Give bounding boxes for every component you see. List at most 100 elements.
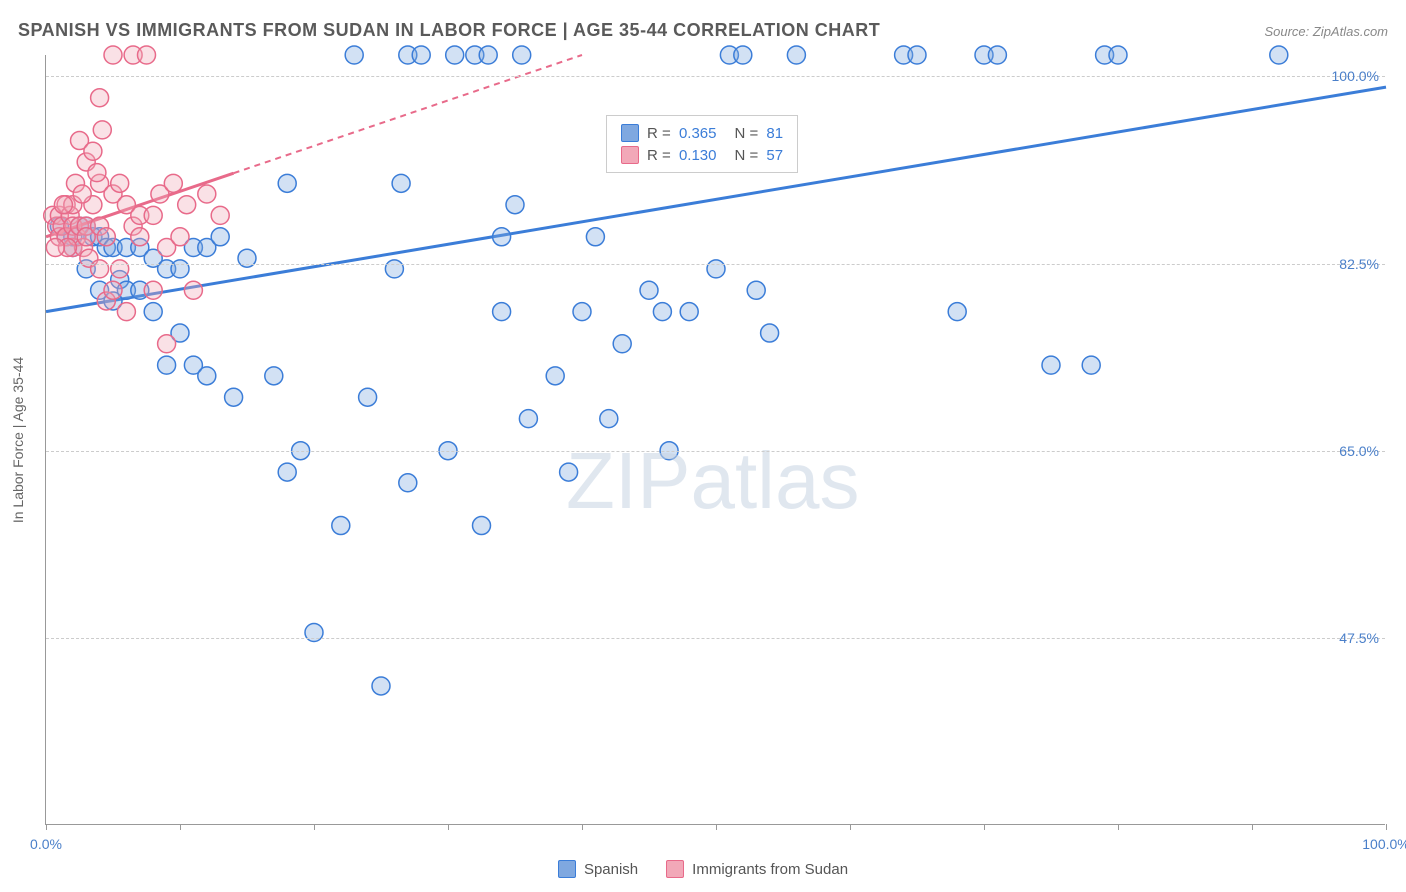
- data-point: [104, 46, 122, 64]
- data-point: [747, 281, 765, 299]
- data-point: [412, 46, 430, 64]
- legend-swatch: [621, 124, 639, 142]
- data-point: [178, 196, 196, 214]
- data-point: [345, 46, 363, 64]
- data-point: [586, 228, 604, 246]
- data-point: [265, 367, 283, 385]
- data-point: [54, 196, 72, 214]
- legend-correlation-row: R = 0.365 N = 81: [621, 122, 783, 144]
- legend-series-label: Spanish: [584, 861, 638, 878]
- data-point: [359, 388, 377, 406]
- source-attribution: Source: ZipAtlas.com: [1264, 24, 1388, 39]
- x-tick: [984, 824, 985, 830]
- data-point: [546, 367, 564, 385]
- x-tick: [180, 824, 181, 830]
- legend-r-label: R = 0.365: [647, 125, 716, 142]
- x-tick: [850, 824, 851, 830]
- data-point: [111, 174, 129, 192]
- data-point: [372, 677, 390, 695]
- data-point: [144, 303, 162, 321]
- gridline-horizontal: [46, 451, 1385, 452]
- gridline-horizontal: [46, 264, 1385, 265]
- data-point: [1082, 356, 1100, 374]
- data-point: [131, 228, 149, 246]
- x-tick: [1118, 824, 1119, 830]
- data-point: [988, 46, 1006, 64]
- data-point: [560, 463, 578, 481]
- x-tick: [1252, 824, 1253, 830]
- legend-n-label: N = 57: [734, 147, 783, 164]
- y-tick-label: 82.5%: [1339, 256, 1379, 272]
- legend-swatch: [621, 146, 639, 164]
- x-tick: [314, 824, 315, 830]
- chart-plot-area: R = 0.365N = 81R = 0.130N = 57 ZIPatlas …: [45, 55, 1385, 825]
- y-axis-label: In Labor Force | Age 35-44: [10, 357, 26, 523]
- data-point: [211, 228, 229, 246]
- gridline-horizontal: [46, 638, 1385, 639]
- data-point: [493, 228, 511, 246]
- data-point: [278, 174, 296, 192]
- data-point: [104, 281, 122, 299]
- data-point: [640, 281, 658, 299]
- gridline-horizontal: [46, 76, 1385, 77]
- data-point: [278, 463, 296, 481]
- data-point: [399, 474, 417, 492]
- data-point: [513, 46, 531, 64]
- legend-series-item: Immigrants from Sudan: [666, 860, 848, 878]
- legend-correlation-row: R = 0.130 N = 57: [621, 144, 783, 166]
- x-tick: [46, 824, 47, 830]
- data-point: [446, 46, 464, 64]
- x-tick: [716, 824, 717, 830]
- data-point: [97, 228, 115, 246]
- data-point: [73, 185, 91, 203]
- x-tick: [448, 824, 449, 830]
- data-point: [144, 206, 162, 224]
- data-point: [1270, 46, 1288, 64]
- legend-series-label: Immigrants from Sudan: [692, 861, 848, 878]
- data-point: [91, 89, 109, 107]
- data-point: [473, 517, 491, 535]
- data-point: [1042, 356, 1060, 374]
- data-point: [493, 303, 511, 321]
- data-point: [138, 46, 156, 64]
- data-point: [479, 46, 497, 64]
- data-point: [198, 367, 216, 385]
- data-point: [506, 196, 524, 214]
- data-point: [1109, 46, 1127, 64]
- data-point: [332, 517, 350, 535]
- legend-series-item: Spanish: [558, 860, 638, 878]
- data-point: [198, 185, 216, 203]
- data-point: [171, 228, 189, 246]
- data-point: [392, 174, 410, 192]
- x-tick-label: 0.0%: [30, 836, 62, 852]
- legend-r-label: R = 0.130: [647, 147, 716, 164]
- data-point: [164, 174, 182, 192]
- x-tick-label: 100.0%: [1362, 836, 1406, 852]
- data-point: [787, 46, 805, 64]
- data-point: [158, 335, 176, 353]
- data-point: [948, 303, 966, 321]
- correlation-legend: R = 0.365 N = 81 R = 0.130 N = 57: [606, 115, 798, 173]
- data-point: [158, 356, 176, 374]
- data-point: [653, 303, 671, 321]
- legend-swatch: [558, 860, 576, 878]
- data-point: [734, 46, 752, 64]
- x-tick: [582, 824, 583, 830]
- y-tick-label: 100.0%: [1332, 68, 1379, 84]
- legend-swatch: [666, 860, 684, 878]
- data-point: [184, 281, 202, 299]
- trend-line-extrapolated: [234, 55, 582, 173]
- data-point: [600, 410, 618, 428]
- data-point: [144, 281, 162, 299]
- legend-n-label: N = 81: [734, 125, 783, 142]
- chart-title: SPANISH VS IMMIGRANTS FROM SUDAN IN LABO…: [18, 20, 880, 41]
- data-point: [573, 303, 591, 321]
- y-tick-label: 47.5%: [1339, 630, 1379, 646]
- data-point: [225, 388, 243, 406]
- y-tick-label: 65.0%: [1339, 443, 1379, 459]
- data-point: [680, 303, 698, 321]
- data-point: [519, 410, 537, 428]
- data-point: [88, 164, 106, 182]
- data-point: [908, 46, 926, 64]
- data-point: [211, 206, 229, 224]
